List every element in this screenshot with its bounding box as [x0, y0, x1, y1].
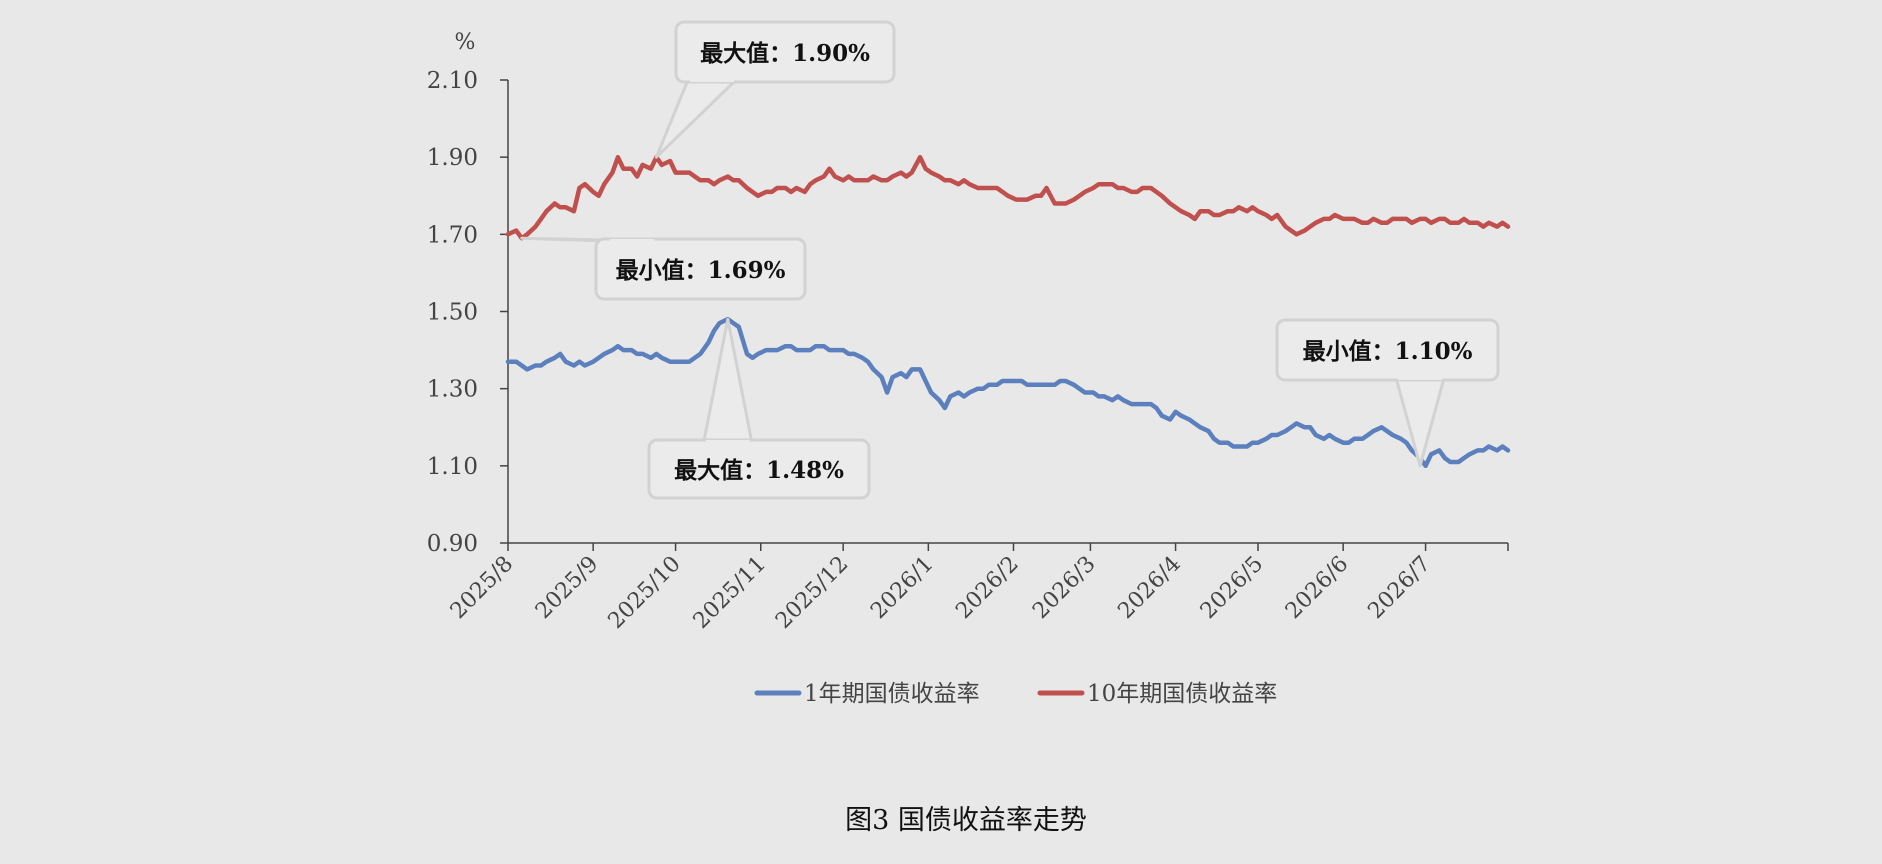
annotation-callout: 最小值：1.10%: [1275, 318, 1500, 468]
y-tick-label: 2.10: [427, 68, 478, 94]
series-lines: [505, 154, 1511, 469]
annotation-label: 最小值：1.10%: [1303, 338, 1473, 365]
x-tick-label: 2026/5: [1196, 552, 1268, 624]
annotation-box: [674, 20, 896, 84]
annotation-label: 最大值：1.48%: [674, 457, 844, 484]
annotation-box: [1275, 318, 1500, 382]
annotation-callout: 最大值：1.90%: [654, 20, 896, 159]
annotation-box: [594, 237, 807, 301]
x-tick-label: 2026/6: [1281, 552, 1353, 624]
annotation-callout: 最大值：1.48%: [647, 317, 871, 500]
y-axis-unit-label: %: [455, 30, 476, 55]
legend-item: 1年期国债收益率: [754, 681, 980, 707]
legend-label: 10年期国债收益率: [1087, 681, 1277, 707]
x-tick-label: 2026/7: [1363, 552, 1435, 624]
x-tick-label: 2025/8: [446, 552, 518, 624]
legend-label: 1年期国债收益率: [804, 681, 980, 707]
annotation-label: 最小值：1.69%: [616, 257, 786, 284]
x-tick-label: 2026/2: [951, 552, 1023, 624]
y-tick-label: 1.10: [427, 454, 478, 480]
x-tick-label: 2025/9: [531, 552, 603, 624]
annotation-callouts: 最大值：1.90% 最小值：1.69% 最大值：1.48% 最小值：1.10%: [520, 20, 1500, 500]
y-tick-label: 1.30: [427, 377, 478, 403]
y-tick-label: 1.50: [427, 300, 478, 326]
x-axis-ticks: 2025/8 2025/9 2025/10 2025/11 2025/12 2026/1 2…: [446, 543, 1509, 634]
x-tick-label: 2025/12: [771, 552, 853, 634]
annotation-callout: 最小值：1.69%: [520, 236, 807, 301]
x-tick-label: 2025/10: [604, 552, 686, 634]
annotation-box: [647, 438, 871, 500]
x-tick-label: 2025/11: [689, 552, 771, 634]
legend-item: 10年期国债收益率: [1037, 681, 1277, 707]
x-tick-label: 2026/1: [866, 552, 938, 624]
series-line-1: [505, 154, 1511, 241]
y-tick-label: 1.90: [427, 145, 478, 171]
y-tick-label: 1.70: [427, 222, 478, 248]
y-axis-ticks: 0.90 1.10 1.30 1.50 1.70 1.90 2.10: [427, 68, 508, 557]
annotation-label: 最大值：1.90%: [700, 40, 870, 67]
x-tick-label: 2026/3: [1028, 552, 1100, 624]
legend: 1年期国债收益率 10年期国债收益率: [754, 681, 1277, 707]
annotation-pointer: [654, 78, 738, 159]
y-tick-label: 0.90: [427, 531, 478, 557]
series-line-0: [505, 316, 1511, 469]
x-tick-label: 2026/4: [1113, 552, 1185, 624]
figure-caption: 图3 国债收益率走势: [845, 805, 1087, 836]
